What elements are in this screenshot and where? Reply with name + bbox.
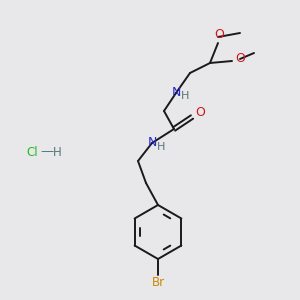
Text: H: H — [157, 142, 165, 152]
Text: N: N — [147, 136, 157, 148]
Text: H: H — [52, 146, 62, 158]
Text: —: — — [40, 146, 54, 158]
Text: N: N — [171, 85, 181, 98]
Text: Br: Br — [152, 275, 165, 289]
Text: Cl: Cl — [26, 146, 38, 158]
Text: H: H — [181, 91, 189, 101]
Text: O: O — [195, 106, 205, 118]
Text: O: O — [235, 52, 245, 65]
Text: O: O — [214, 28, 224, 41]
